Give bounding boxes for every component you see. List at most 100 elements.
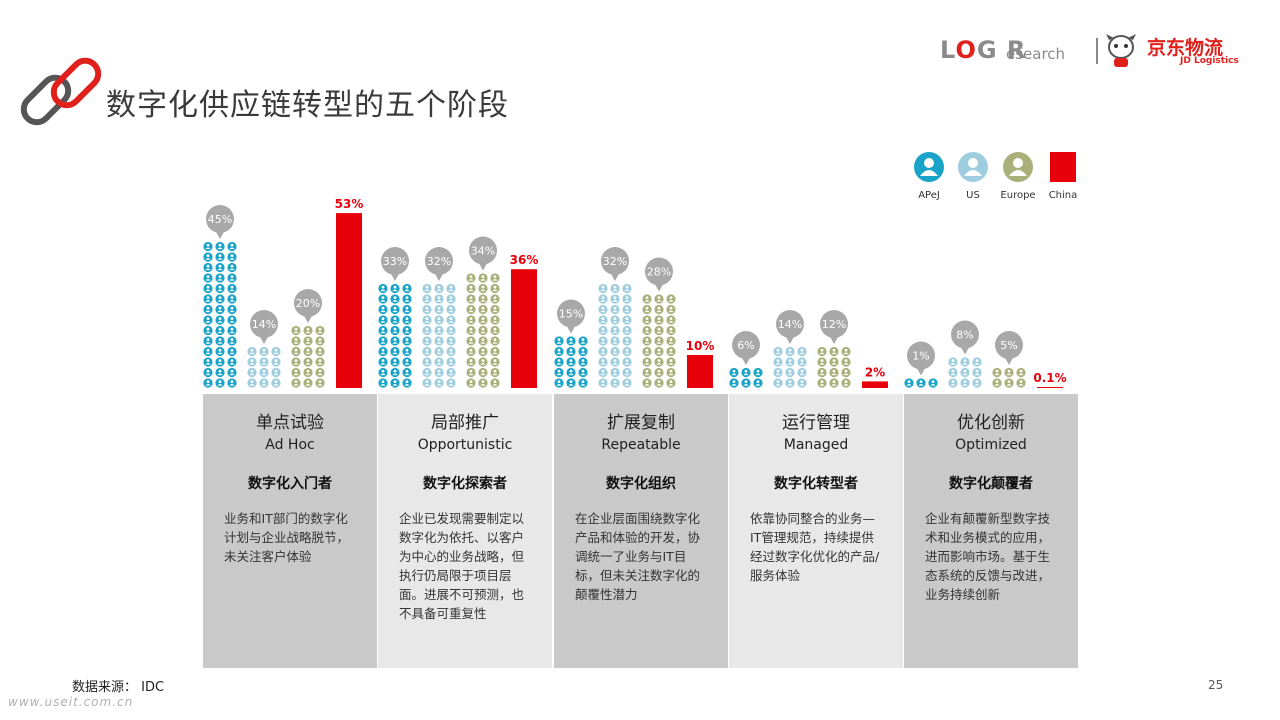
icon-bar-us-2 [422,283,456,388]
jd-logistics-logo: 京东物流 [1147,37,1224,59]
stage-title-cn: 扩展复制 [607,413,675,433]
legend-item-us: US [950,152,996,201]
stage-description: 依靠协同整合的业务—IT管理规范，持续提供经过数字化优化的产品/服务体验 [750,511,880,583]
legend-label: US [966,190,980,201]
icon-bar-apej-4 [729,367,763,388]
data-label-us-2: 32% [427,255,451,268]
brand-logos: LOG R esearch 京东物流 JD Logistics [940,32,1240,72]
stage-panel-repeatable: 扩展复制 Repeatable 数字化组织 在企业层面围绕数字化产品和体验的开发… [554,394,728,668]
stage-title-en: Repeatable [601,437,681,453]
stage-title-en: Ad Hoc [265,437,315,453]
data-label-us-3: 32% [603,255,627,268]
value-bubble-us-4: 14% [776,310,804,344]
data-label-europe-2: 34% [471,245,495,258]
stage-role: 数字化颠覆者 [949,476,1033,492]
data-label-apej-1: 45% [208,213,232,226]
stage-panel-adhoc: 单点试验 Ad Hoc 数字化入门者 业务和IT部门的数字化计划与企业战略脱节，… [203,394,377,668]
logr-logo: LOG R [940,36,1027,64]
icon-bar-us-3 [598,283,632,388]
icon-bar-us-4 [773,346,807,388]
data-label-us-5: 8% [956,329,973,342]
bar-china-3 [687,355,713,388]
source-note: 数据来源： IDC [72,680,165,695]
watermark: www.useit.com.cn [8,695,134,709]
bar-china-1 [336,213,362,388]
value-bubble-apej-2: 33% [381,247,409,281]
legend-person-icon [914,152,944,182]
icon-bar-us-5 [948,357,982,388]
stage-title-en: Managed [783,437,849,453]
value-bubble-apej-4: 6% [732,331,760,365]
icon-bar-europe-1 [291,325,325,388]
icon-bar-europe-4 [817,346,851,388]
icon-bar-apej-1 [203,241,237,388]
value-bubble-apej-3: 15% [557,299,585,334]
icon-bar-apej-5 [904,378,938,388]
data-label-china-5: 0.1% [1033,371,1066,385]
legend-item-china: China [1040,152,1086,201]
value-bubble-us-1: 14% [250,310,278,344]
stage-title-en: Opportunistic [417,437,513,453]
value-bubble-us-5: 8% [951,320,979,355]
stage-title-cn: 运行管理 [782,413,850,433]
icon-bar-apej-2 [378,283,412,388]
data-label-china-2: 36% [510,253,539,267]
icon-bar-apej-3 [554,336,588,388]
stage-role: 数字化入门者 [248,476,332,492]
logr-research-text: esearch [1006,45,1066,63]
value-bubble-europe-1: 20% [294,289,322,323]
legend-item-europe: Europe [995,152,1041,201]
data-label-apej-2: 33% [383,255,407,268]
page-number: 25 [1208,678,1224,692]
icon-bar-us-1 [247,346,281,388]
icon-bar-europe-5 [992,367,1026,388]
bar-china-5 [1037,387,1063,388]
legend-swatch-china [1050,152,1076,182]
chart-legend: APeJ US Europe China [906,152,1086,202]
slide-title: 数字化供应链转型的五个阶段 [106,88,509,123]
data-label-apej-4: 6% [737,339,754,352]
link-chain-icon [20,57,102,126]
value-bubble-europe-3: 28% [645,257,673,292]
stage-role: 数字化组织 [606,476,676,492]
logo-separator [1096,38,1098,64]
stage-description: 业务和IT部门的数字化计划与企业战略脱节，未关注客户体验 [224,511,350,564]
value-bubble-us-3: 32% [601,247,629,281]
stage-description: 企业已发现需要制定以数字化为依托、以客户为中心的业务战略，但执行仍局限于项目层面… [399,511,525,621]
value-bubble-apej-5: 1% [907,341,935,376]
stage-panel-optimized: 优化创新 Optimized 数字化颠覆者 企业有颠覆新型数字技术和业务模式的应… [904,394,1078,668]
data-label-apej-3: 15% [559,308,583,321]
legend-person-icon [1003,152,1033,182]
jd-logistics-subtitle: JD Logistics [1180,56,1239,66]
bar-china-4 [862,381,888,388]
data-label-us-1: 14% [252,318,276,331]
legend-label: Europe [1000,190,1036,201]
data-label-us-4: 14% [778,318,802,331]
data-label-china-1: 53% [335,197,364,211]
value-bubble-europe-2: 34% [469,236,497,271]
data-label-europe-1: 20% [296,297,320,310]
data-label-europe-3: 28% [647,266,671,279]
legend-label: APeJ [918,190,940,201]
bar-china-2 [511,269,537,388]
legend-item-apej: APeJ [906,152,952,201]
icon-bar-europe-2 [466,273,500,388]
stage-description: 在企业层面围绕数字化产品和体验的开发，协调统一了业务与IT目标，但未关注数字化的… [575,511,701,602]
value-bubble-europe-4: 12% [820,310,848,344]
stage-role: 数字化探索者 [423,476,507,492]
jd-mascot-icon [1106,34,1136,67]
stage-title-cn: 单点试验 [256,413,324,433]
data-label-europe-4: 12% [822,318,846,331]
value-bubble-us-2: 32% [425,247,453,281]
data-label-china-3: 10% [686,339,715,353]
stage-title-en: Optimized [955,437,1027,453]
data-label-apej-5: 1% [912,350,929,363]
stage-description: 企业有颠覆新型数字技术和业务模式的应用，进而影响市场。基于生态系统的反馈与改进，… [925,511,1051,602]
stage-panel-opportunistic: 局部推广 Opportunistic 数字化探索者 企业已发现需要制定以数字化为… [378,394,552,668]
data-label-china-4: 2% [865,365,885,379]
stage-title-cn: 局部推广 [431,413,499,433]
stage-panel-managed: 运行管理 Managed 数字化转型者 依靠协同整合的业务—IT管理规范，持续提… [729,394,903,668]
icon-bar-europe-3 [642,294,676,388]
value-bubble-europe-5: 5% [995,331,1023,365]
